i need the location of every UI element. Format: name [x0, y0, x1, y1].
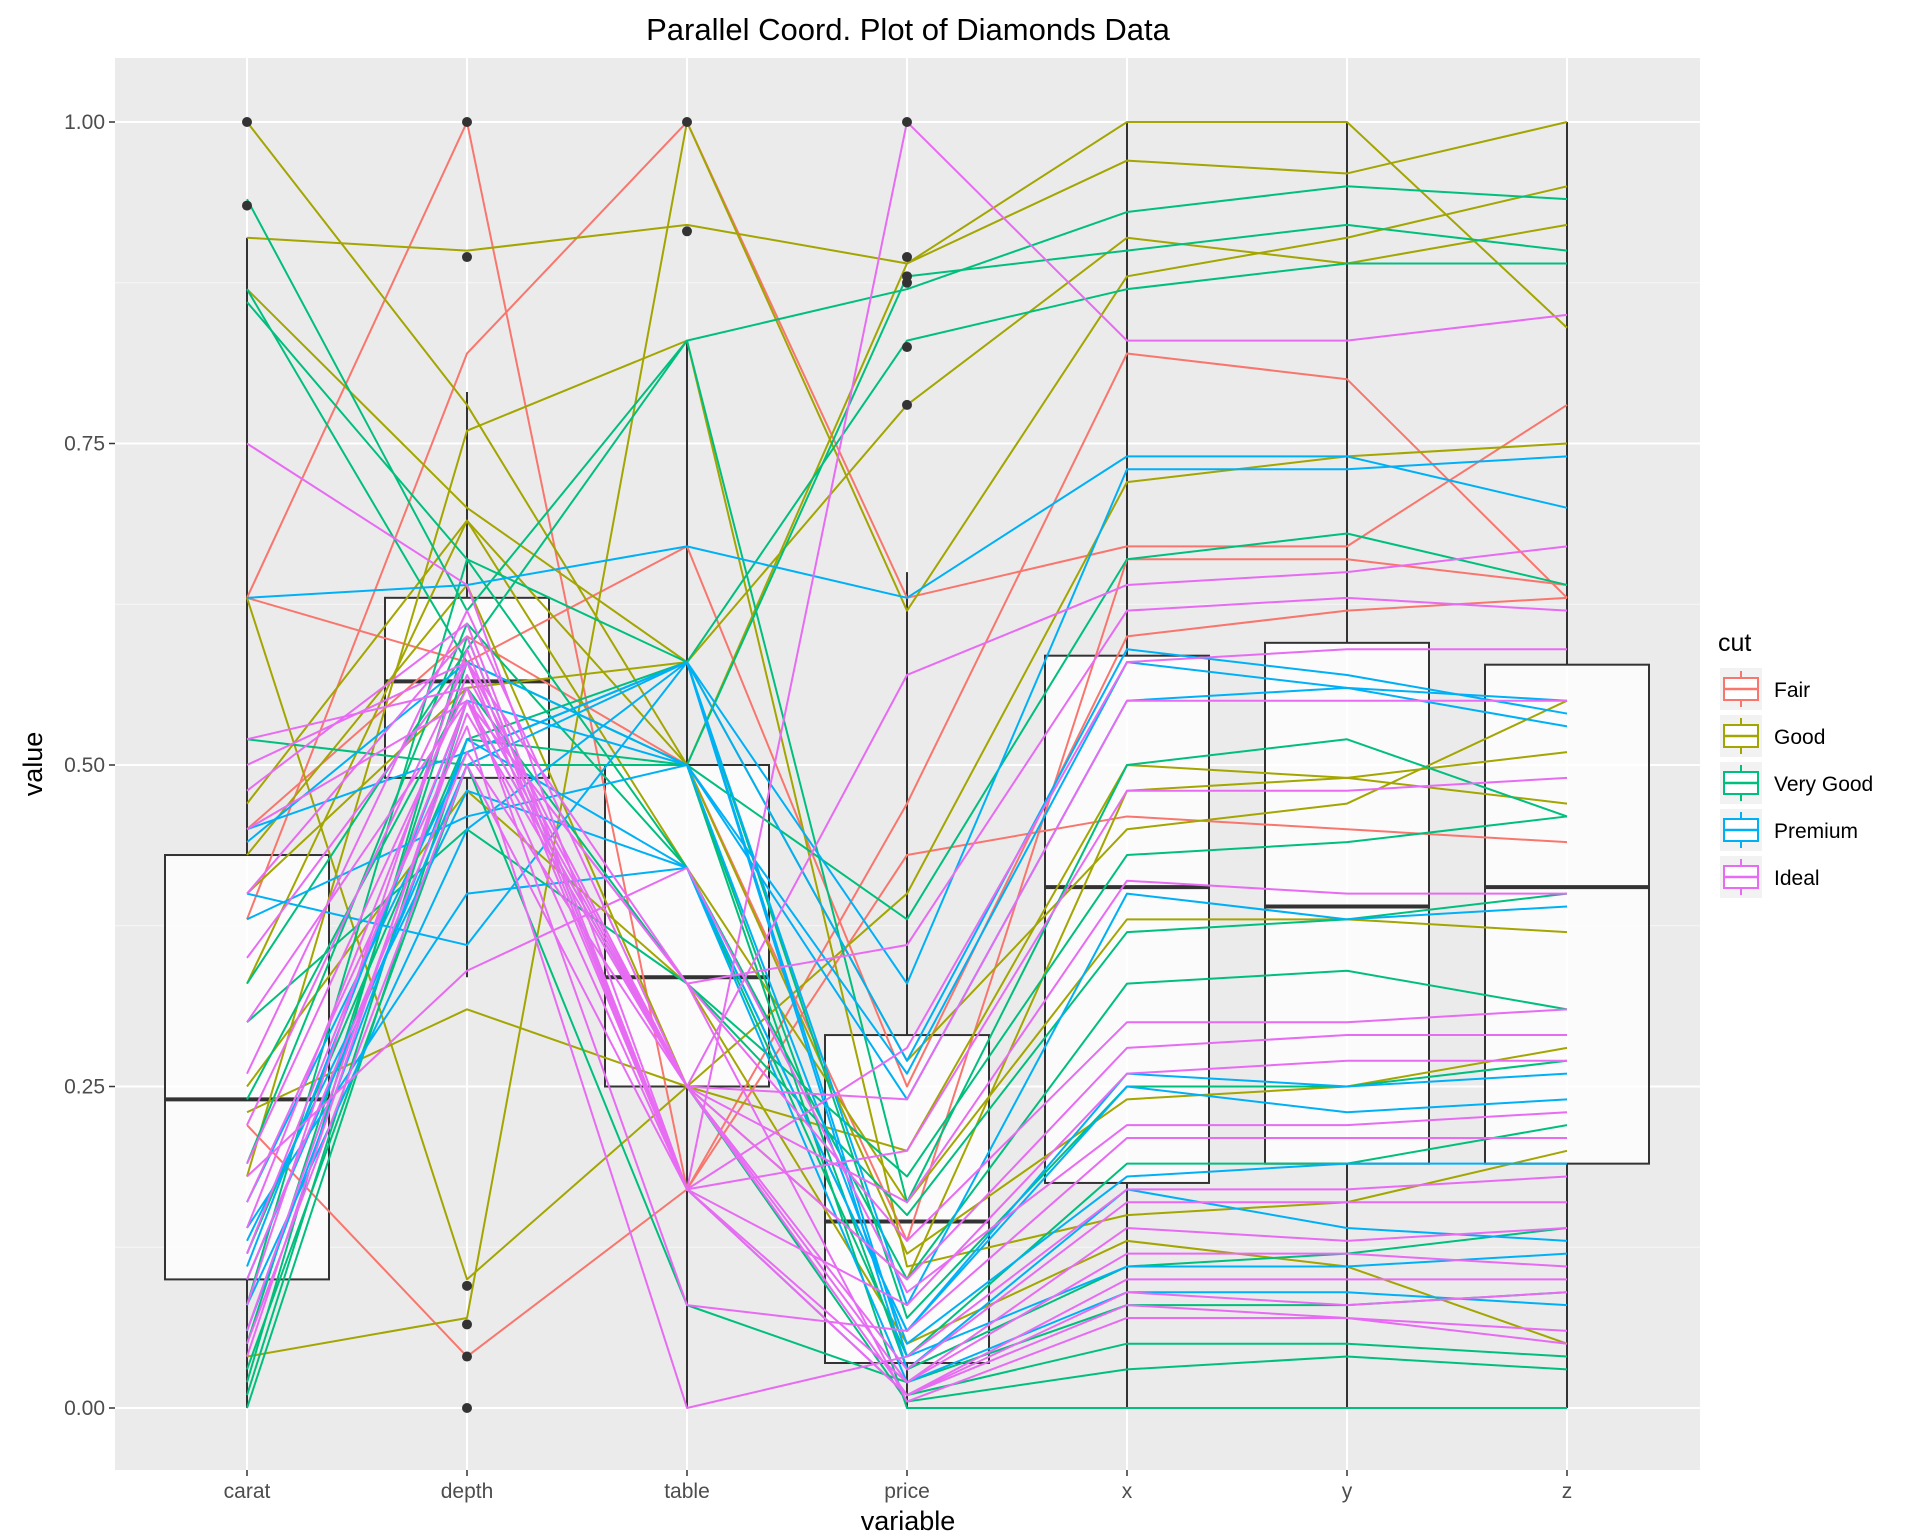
y-tick-label: 0.50: [64, 754, 105, 777]
x-tick-label: price: [884, 1480, 930, 1503]
outlier-point: [682, 226, 692, 237]
outlier-point: [902, 117, 912, 127]
legend: cut Fair Good Very Good Premium Ideal: [1718, 629, 1873, 898]
legend-label: Very Good: [1774, 773, 1873, 796]
outlier-point: [902, 399, 912, 410]
boxplot-outliers: [242, 117, 912, 1413]
boxplot-box-carat: [164, 854, 330, 1281]
outlier-point: [902, 252, 912, 263]
y-tick-label: 0.00: [64, 1397, 105, 1420]
y-tick-label: 1.00: [64, 111, 105, 134]
outlier-point: [462, 1351, 472, 1362]
y-tick-label: 0.25: [64, 1076, 105, 1099]
series-line-ideal: [246, 699, 1568, 1403]
legend-key-ideal: Ideal: [1720, 856, 1820, 898]
y-tick-label: 0.75: [64, 433, 105, 456]
x-axis-title: variable: [861, 1506, 956, 1536]
legend-label: Premium: [1774, 820, 1858, 843]
outlier-point: [242, 117, 252, 127]
axis-ticks: 0.00 0.25 0.50 0.75 1.00 carat depth table price…: [64, 111, 1572, 1503]
series-line-ideal: [246, 622, 1567, 1191]
series-line-premium: [246, 648, 1568, 1062]
outlier-point: [682, 117, 692, 127]
legend-key-very-good: Very Good: [1720, 762, 1873, 804]
legend-key-fair: Fair: [1720, 668, 1810, 710]
legend-key-premium: Premium: [1720, 809, 1858, 851]
series-line-good: [246, 121, 1568, 265]
outlier-point: [902, 342, 912, 353]
series-lines: [246, 121, 1568, 1409]
series-line-ideal: [246, 866, 1568, 1294]
legend-label: Ideal: [1774, 867, 1820, 890]
x-tick-label: z: [1562, 1480, 1573, 1503]
outlier-point: [902, 271, 912, 282]
outlier-point: [462, 1280, 472, 1291]
boxplot-box-z: [1484, 663, 1650, 1165]
outlier-point: [462, 1319, 472, 1330]
legend-key-good: Good: [1720, 715, 1825, 757]
series-line-ideal: [246, 609, 1567, 1281]
x-tick-label: carat: [224, 1480, 271, 1503]
series-line-ideal: [246, 673, 1567, 1371]
chart-title: Parallel Coord. Plot of Diamonds Data: [646, 12, 1171, 47]
boxplot-box-table: [604, 764, 770, 1088]
y-axis-title: value: [18, 732, 48, 797]
outlier-point: [462, 252, 472, 263]
outlier-point: [462, 117, 472, 127]
x-tick-label: table: [664, 1480, 710, 1503]
legend-label: Good: [1774, 726, 1825, 749]
outlier-point: [242, 200, 252, 211]
legend-title: cut: [1718, 629, 1751, 657]
x-tick-label: x: [1122, 1480, 1133, 1503]
x-tick-label: y: [1342, 1480, 1353, 1503]
series-line-ideal: [246, 725, 1568, 1409]
outlier-point: [462, 1403, 472, 1413]
series-line-good: [246, 121, 1568, 1358]
series-line-ideal: [246, 751, 1568, 1384]
series-line-ideal: [246, 661, 1567, 1307]
series-line-ideal: [246, 686, 1567, 1332]
series-line-ideal: [246, 635, 1568, 1191]
legend-label: Fair: [1774, 679, 1810, 702]
x-tick-label: depth: [441, 1480, 494, 1503]
